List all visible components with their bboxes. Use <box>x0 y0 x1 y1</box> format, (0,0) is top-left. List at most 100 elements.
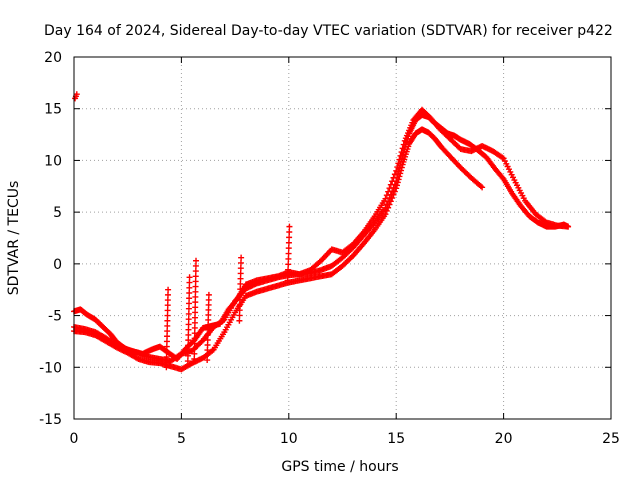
data-point-marker <box>382 211 389 218</box>
data-point-marker <box>397 170 404 177</box>
data-point-marker <box>163 343 170 350</box>
data-point-marker <box>386 201 393 208</box>
data-point-marker <box>164 302 171 309</box>
data-point-marker <box>185 305 192 312</box>
data-point-marker <box>382 195 389 202</box>
data-point-marker <box>236 317 243 324</box>
data-point-marker <box>285 239 292 246</box>
data-point-marker <box>192 273 199 280</box>
data-point-marker <box>400 141 407 148</box>
data-point-marker <box>390 174 397 181</box>
data-point-marker <box>237 291 244 298</box>
data-point-marker <box>164 333 171 340</box>
series-trace-3 <box>71 106 572 365</box>
data-point-marker <box>192 293 199 300</box>
data-point-marker <box>205 316 212 323</box>
data-point-marker <box>204 331 211 338</box>
data-point-marker <box>204 326 211 333</box>
data-point-marker <box>186 279 193 286</box>
data-point-marker <box>186 284 193 291</box>
data-point-marker <box>73 91 80 98</box>
data-point-marker <box>395 176 402 183</box>
data-point-marker <box>397 152 404 159</box>
data-point-marker <box>191 335 198 342</box>
series-trace-1 <box>71 111 572 363</box>
data-point-marker <box>383 207 390 214</box>
data-point-marker <box>205 306 212 313</box>
data-point-marker <box>185 337 192 344</box>
data-point-marker <box>192 314 199 321</box>
y-tick-label: -10 <box>39 360 62 376</box>
data-point-marker <box>165 286 172 293</box>
data-point-marker <box>192 268 199 275</box>
data-point-marker <box>390 191 397 198</box>
x-tick-label: 0 <box>70 431 79 447</box>
x-tick-label: 15 <box>387 431 405 447</box>
data-point-marker <box>192 278 199 285</box>
data-point-marker <box>191 345 198 352</box>
chart-title: Day 164 of 2024, Sidereal Day-to-day VTE… <box>44 23 613 39</box>
data-point-marker <box>286 229 293 236</box>
data-point-marker <box>164 312 171 319</box>
data-point-marker <box>205 301 212 308</box>
data-point-marker <box>192 288 199 295</box>
data-point-marker <box>237 259 244 266</box>
data-point-marker <box>185 316 192 323</box>
data-point-marker <box>391 188 398 195</box>
data-point-marker <box>393 185 400 192</box>
data-point-marker <box>284 277 291 284</box>
data-point-marker <box>205 321 212 328</box>
data-point-marker <box>285 245 292 252</box>
y-tick-label: 5 <box>53 205 62 221</box>
data-point-marker <box>192 262 199 269</box>
data-point-marker <box>163 338 170 345</box>
data-point-marker <box>284 272 291 279</box>
data-point-marker <box>184 358 191 365</box>
data-point-marker <box>164 291 171 298</box>
data-point-marker <box>237 280 244 287</box>
data-point-marker <box>186 274 193 281</box>
data-point-marker <box>387 198 394 205</box>
data-point-marker <box>394 182 401 189</box>
data-point-marker <box>565 223 572 230</box>
plot-frame <box>73 56 612 420</box>
data-point-marker <box>385 204 392 211</box>
data-point-marker <box>191 324 198 331</box>
data-point-marker <box>236 312 243 319</box>
data-point-marker <box>238 254 245 261</box>
data-point-marker <box>204 357 211 364</box>
data-point-marker <box>236 301 243 308</box>
data-point-marker <box>164 307 171 314</box>
data-point-marker <box>393 167 400 174</box>
data-point-marker <box>185 310 192 317</box>
data-point-marker <box>398 149 405 156</box>
data-point-marker <box>286 234 293 241</box>
data-point-marker <box>192 299 199 306</box>
data-point-marker <box>389 178 396 185</box>
data-point-marker <box>387 181 394 188</box>
data-point-marker <box>396 173 403 180</box>
data-point-marker <box>236 296 243 303</box>
data-point-marker <box>185 347 192 354</box>
x-tick-label: 20 <box>495 431 513 447</box>
data-point-marker <box>391 171 398 178</box>
data-point-marker <box>383 192 390 199</box>
data-point-marker <box>285 261 292 268</box>
data-point-marker <box>186 290 193 297</box>
data-point-marker <box>164 297 171 304</box>
data-point-marker <box>164 328 171 335</box>
data-point-marker <box>237 275 244 282</box>
data-point-marker <box>204 342 211 349</box>
spike-series <box>72 91 293 371</box>
x-axis-label: GPS time / hours <box>281 459 398 475</box>
data-point-marker <box>205 296 212 303</box>
data-point-marker <box>236 307 243 314</box>
data-point-marker <box>163 364 170 371</box>
y-tick-label: -5 <box>48 309 62 325</box>
data-point-marker <box>205 291 212 298</box>
data-point-marker <box>385 188 392 195</box>
data-point-marker <box>389 195 396 202</box>
data-point-marker <box>186 300 193 307</box>
data-point-marker <box>237 286 244 293</box>
data-point-marker <box>191 330 198 337</box>
